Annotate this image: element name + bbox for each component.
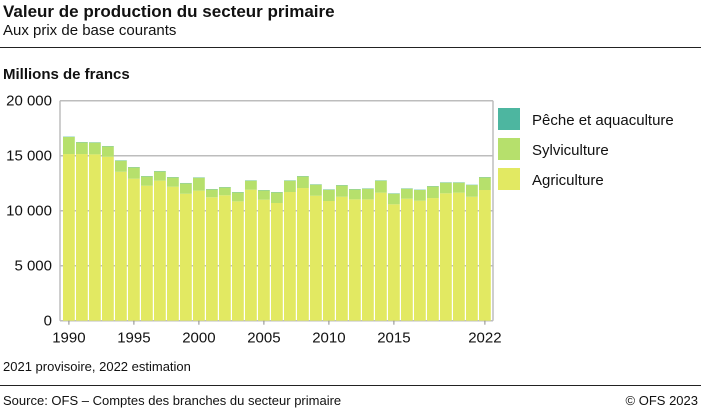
bar-sylviculture-2019 bbox=[440, 182, 452, 194]
bar-sylviculture-1999 bbox=[180, 183, 192, 194]
bar-agriculture-2003 bbox=[232, 201, 244, 321]
copyright: © OFS 2023 bbox=[625, 393, 698, 408]
bar-agriculture-2011 bbox=[336, 196, 348, 321]
bar-agriculture-1998 bbox=[167, 186, 179, 321]
chart-title: Valeur de production du secteur primaire bbox=[3, 2, 335, 21]
legend-swatch bbox=[498, 138, 520, 160]
bar-agriculture-2017 bbox=[414, 200, 426, 321]
bar-sylviculture-1995 bbox=[128, 167, 140, 179]
bar-sylviculture-2007 bbox=[284, 180, 296, 192]
bar-agriculture-2000 bbox=[193, 190, 205, 321]
source: Source: OFS – Comptes des branches du se… bbox=[3, 393, 342, 408]
x-tick-label: 2022 bbox=[468, 330, 501, 347]
y-tick-label: 10 000 bbox=[6, 203, 52, 220]
bar-agriculture-1995 bbox=[128, 178, 140, 321]
bar-agriculture-2008 bbox=[297, 188, 309, 321]
bar-sylviculture-1998 bbox=[167, 177, 179, 187]
bar-sylviculture-1992 bbox=[89, 142, 101, 155]
bar-agriculture-2021 bbox=[466, 196, 478, 321]
bar-sylviculture-2006 bbox=[271, 192, 283, 203]
bar-agriculture-1999 bbox=[180, 193, 192, 321]
bar-sylviculture-2001 bbox=[206, 189, 218, 198]
bar-agriculture-1990 bbox=[63, 154, 75, 321]
bar-sylviculture-2008 bbox=[297, 176, 309, 189]
bar-agriculture-2020 bbox=[453, 192, 465, 321]
x-tick-label: 2000 bbox=[182, 330, 215, 347]
bar-sylviculture-1994 bbox=[115, 160, 127, 172]
top-divider bbox=[0, 47, 701, 48]
bar-sylviculture-2013 bbox=[362, 188, 374, 200]
bar-agriculture-2010 bbox=[323, 201, 335, 321]
bar-agriculture-2009 bbox=[310, 195, 322, 321]
bottom-divider bbox=[0, 385, 701, 386]
bar-agriculture-1996 bbox=[141, 185, 153, 321]
legend-label: Sylviculture bbox=[532, 142, 609, 159]
bar-agriculture-1994 bbox=[115, 171, 127, 321]
bar-sylviculture-1997 bbox=[154, 171, 166, 181]
legend-swatch bbox=[498, 168, 520, 190]
bar-agriculture-2004 bbox=[245, 189, 257, 321]
bar-sylviculture-2003 bbox=[232, 192, 244, 202]
bar-sylviculture-2015 bbox=[388, 193, 400, 205]
bar-agriculture-1997 bbox=[154, 180, 166, 321]
bar-sylviculture-1991 bbox=[76, 142, 88, 155]
x-tick-label: 2015 bbox=[377, 330, 410, 347]
y-tick-label: 0 bbox=[44, 313, 52, 330]
y-tick-label: 20 000 bbox=[6, 93, 52, 110]
bar-sylviculture-1993 bbox=[102, 146, 114, 157]
bar-sylviculture-2017 bbox=[414, 190, 426, 201]
bar-sylviculture-2011 bbox=[336, 185, 348, 197]
bar-sylviculture-2005 bbox=[258, 190, 270, 200]
bar-sylviculture-2018 bbox=[427, 186, 439, 199]
bar-sylviculture-2002 bbox=[219, 187, 231, 196]
bar-agriculture-2005 bbox=[258, 199, 270, 321]
y-axis-label: Millions de francs bbox=[3, 66, 130, 83]
bar-sylviculture-2010 bbox=[323, 189, 335, 202]
chart-subtitle: Aux prix de base courants bbox=[3, 22, 177, 39]
legend-label: Agriculture bbox=[532, 172, 604, 189]
bar-agriculture-2019 bbox=[440, 193, 452, 321]
bar-agriculture-1991 bbox=[76, 154, 88, 321]
bar-agriculture-2015 bbox=[388, 204, 400, 321]
x-tick-label: 2005 bbox=[247, 330, 280, 347]
bar-agriculture-2012 bbox=[349, 199, 361, 321]
bar-agriculture-1993 bbox=[102, 156, 114, 321]
bar-agriculture-2018 bbox=[427, 198, 439, 321]
footnote: 2021 provisoire, 2022 estimation bbox=[3, 359, 191, 374]
bar-agriculture-2016 bbox=[401, 198, 413, 321]
bar-sylviculture-2020 bbox=[453, 182, 465, 193]
legend-label: Pêche et aquaculture bbox=[532, 112, 674, 129]
bar-agriculture-2014 bbox=[375, 192, 387, 321]
bar-agriculture-1992 bbox=[89, 154, 101, 321]
bar-sylviculture-2000 bbox=[193, 177, 205, 191]
bar-sylviculture-2016 bbox=[401, 188, 413, 199]
bar-agriculture-2002 bbox=[219, 195, 231, 321]
bar-sylviculture-2012 bbox=[349, 189, 361, 200]
y-tick-label: 15 000 bbox=[6, 148, 52, 165]
bar-sylviculture-1996 bbox=[141, 176, 153, 186]
bar-agriculture-2006 bbox=[271, 203, 283, 321]
bar-sylviculture-1990 bbox=[63, 137, 75, 155]
x-tick-label: 1990 bbox=[52, 330, 85, 347]
x-tick-label: 2010 bbox=[312, 330, 345, 347]
bar-sylviculture-2022 bbox=[479, 177, 491, 191]
bar-sylviculture-2014 bbox=[375, 180, 387, 193]
bar-agriculture-2007 bbox=[284, 192, 296, 321]
bar-agriculture-2001 bbox=[206, 197, 218, 321]
bar-sylviculture-2009 bbox=[310, 184, 322, 196]
y-tick-label: 5 000 bbox=[14, 258, 52, 275]
bar-sylviculture-2021 bbox=[466, 185, 478, 197]
x-tick-label: 1995 bbox=[117, 330, 150, 347]
bar-agriculture-2013 bbox=[362, 199, 374, 321]
legend-swatch bbox=[498, 108, 520, 130]
bar-sylviculture-2004 bbox=[245, 180, 257, 190]
bar-agriculture-2022 bbox=[479, 190, 491, 321]
